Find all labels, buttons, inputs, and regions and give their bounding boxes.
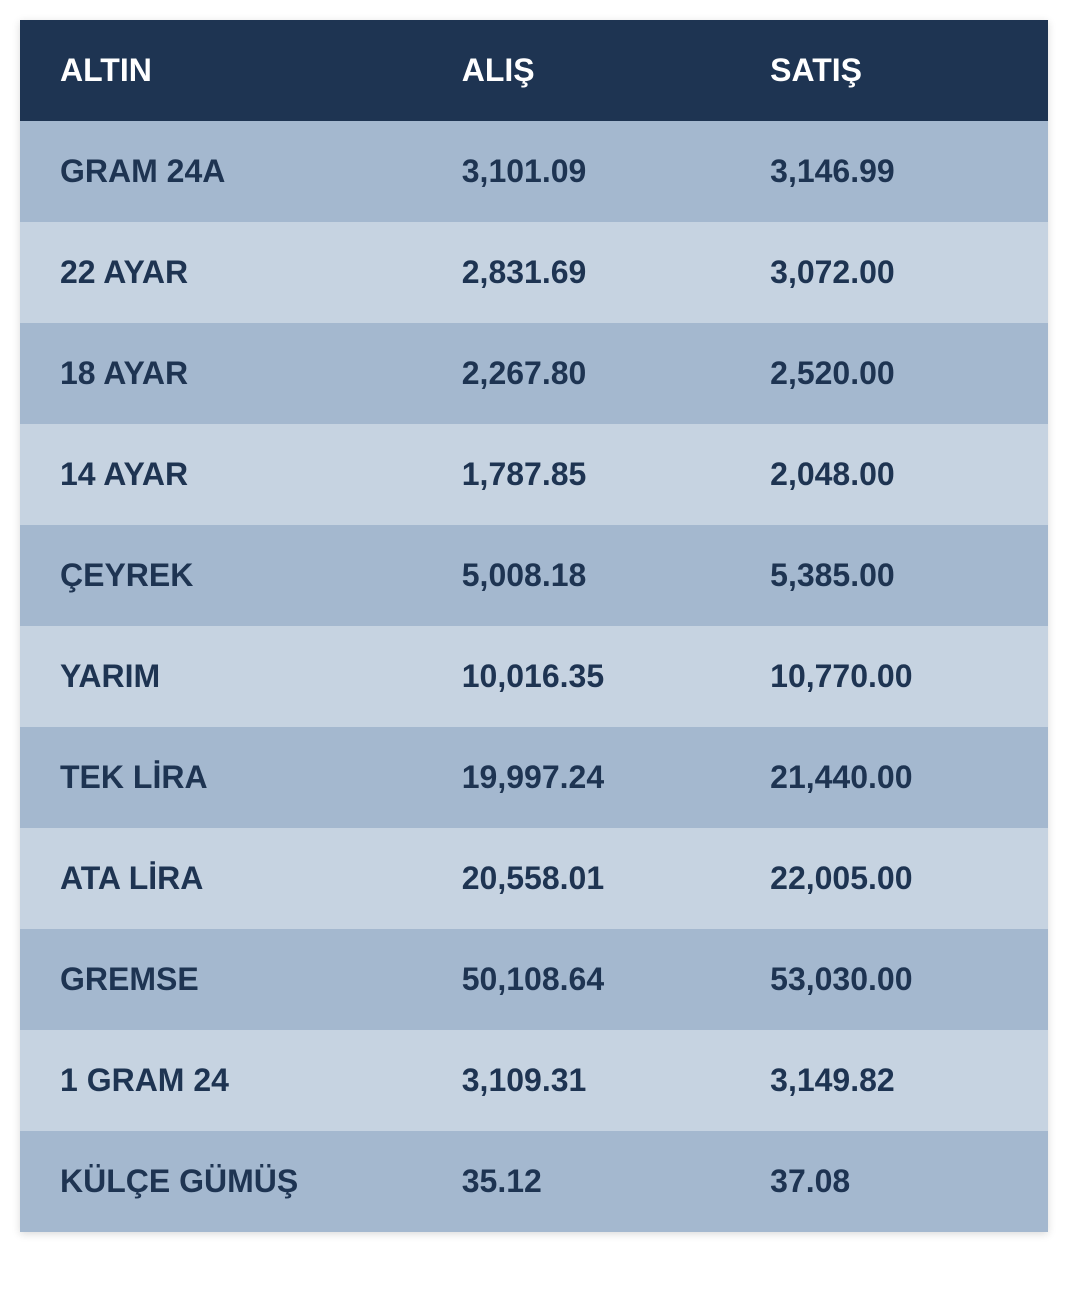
buy-price-cell: 50,108.64 [452, 961, 760, 998]
table-row: 1 GRAM 24 3,109.31 3,149.82 [20, 1030, 1048, 1131]
gold-type-cell: KÜLÇE GÜMÜŞ [20, 1163, 452, 1200]
buy-price-cell: 2,831.69 [452, 254, 760, 291]
table-row: 14 AYAR 1,787.85 2,048.00 [20, 424, 1048, 525]
table-row: 18 AYAR 2,267.80 2,520.00 [20, 323, 1048, 424]
buy-price-cell: 5,008.18 [452, 557, 760, 594]
table-header-row: ALTIN ALIŞ SATIŞ [20, 20, 1048, 121]
gold-type-cell: ATA LİRA [20, 860, 452, 897]
gold-type-cell: 18 AYAR [20, 355, 452, 392]
gold-type-cell: 1 GRAM 24 [20, 1062, 452, 1099]
table-row: YARIM 10,016.35 10,770.00 [20, 626, 1048, 727]
sell-price-cell: 53,030.00 [760, 961, 1048, 998]
buy-price-cell: 19,997.24 [452, 759, 760, 796]
buy-price-cell: 1,787.85 [452, 456, 760, 493]
buy-price-cell: 3,109.31 [452, 1062, 760, 1099]
sell-price-cell: 2,520.00 [760, 355, 1048, 392]
table-row: ÇEYREK 5,008.18 5,385.00 [20, 525, 1048, 626]
sell-price-cell: 3,146.99 [760, 153, 1048, 190]
table-row: 22 AYAR 2,831.69 3,072.00 [20, 222, 1048, 323]
sell-price-cell: 3,149.82 [760, 1062, 1048, 1099]
gold-price-table: ALTIN ALIŞ SATIŞ GRAM 24A 3,101.09 3,146… [20, 20, 1048, 1232]
sell-price-cell: 2,048.00 [760, 456, 1048, 493]
gold-type-cell: GREMSE [20, 961, 452, 998]
sell-price-cell: 5,385.00 [760, 557, 1048, 594]
buy-price-cell: 2,267.80 [452, 355, 760, 392]
gold-type-cell: GRAM 24A [20, 153, 452, 190]
sell-price-cell: 22,005.00 [760, 860, 1048, 897]
header-sell: SATIŞ [760, 52, 1048, 89]
gold-type-cell: 22 AYAR [20, 254, 452, 291]
sell-price-cell: 3,072.00 [760, 254, 1048, 291]
header-buy: ALIŞ [452, 52, 760, 89]
table-row: GRAM 24A 3,101.09 3,146.99 [20, 121, 1048, 222]
buy-price-cell: 3,101.09 [452, 153, 760, 190]
table-row: TEK LİRA 19,997.24 21,440.00 [20, 727, 1048, 828]
gold-type-cell: 14 AYAR [20, 456, 452, 493]
sell-price-cell: 10,770.00 [760, 658, 1048, 695]
buy-price-cell: 35.12 [452, 1163, 760, 1200]
header-gold-type: ALTIN [20, 52, 452, 89]
gold-type-cell: TEK LİRA [20, 759, 452, 796]
table-row: KÜLÇE GÜMÜŞ 35.12 37.08 [20, 1131, 1048, 1232]
table-row: GREMSE 50,108.64 53,030.00 [20, 929, 1048, 1030]
sell-price-cell: 37.08 [760, 1163, 1048, 1200]
buy-price-cell: 20,558.01 [452, 860, 760, 897]
gold-type-cell: ÇEYREK [20, 557, 452, 594]
sell-price-cell: 21,440.00 [760, 759, 1048, 796]
gold-type-cell: YARIM [20, 658, 452, 695]
buy-price-cell: 10,016.35 [452, 658, 760, 695]
table-row: ATA LİRA 20,558.01 22,005.00 [20, 828, 1048, 929]
